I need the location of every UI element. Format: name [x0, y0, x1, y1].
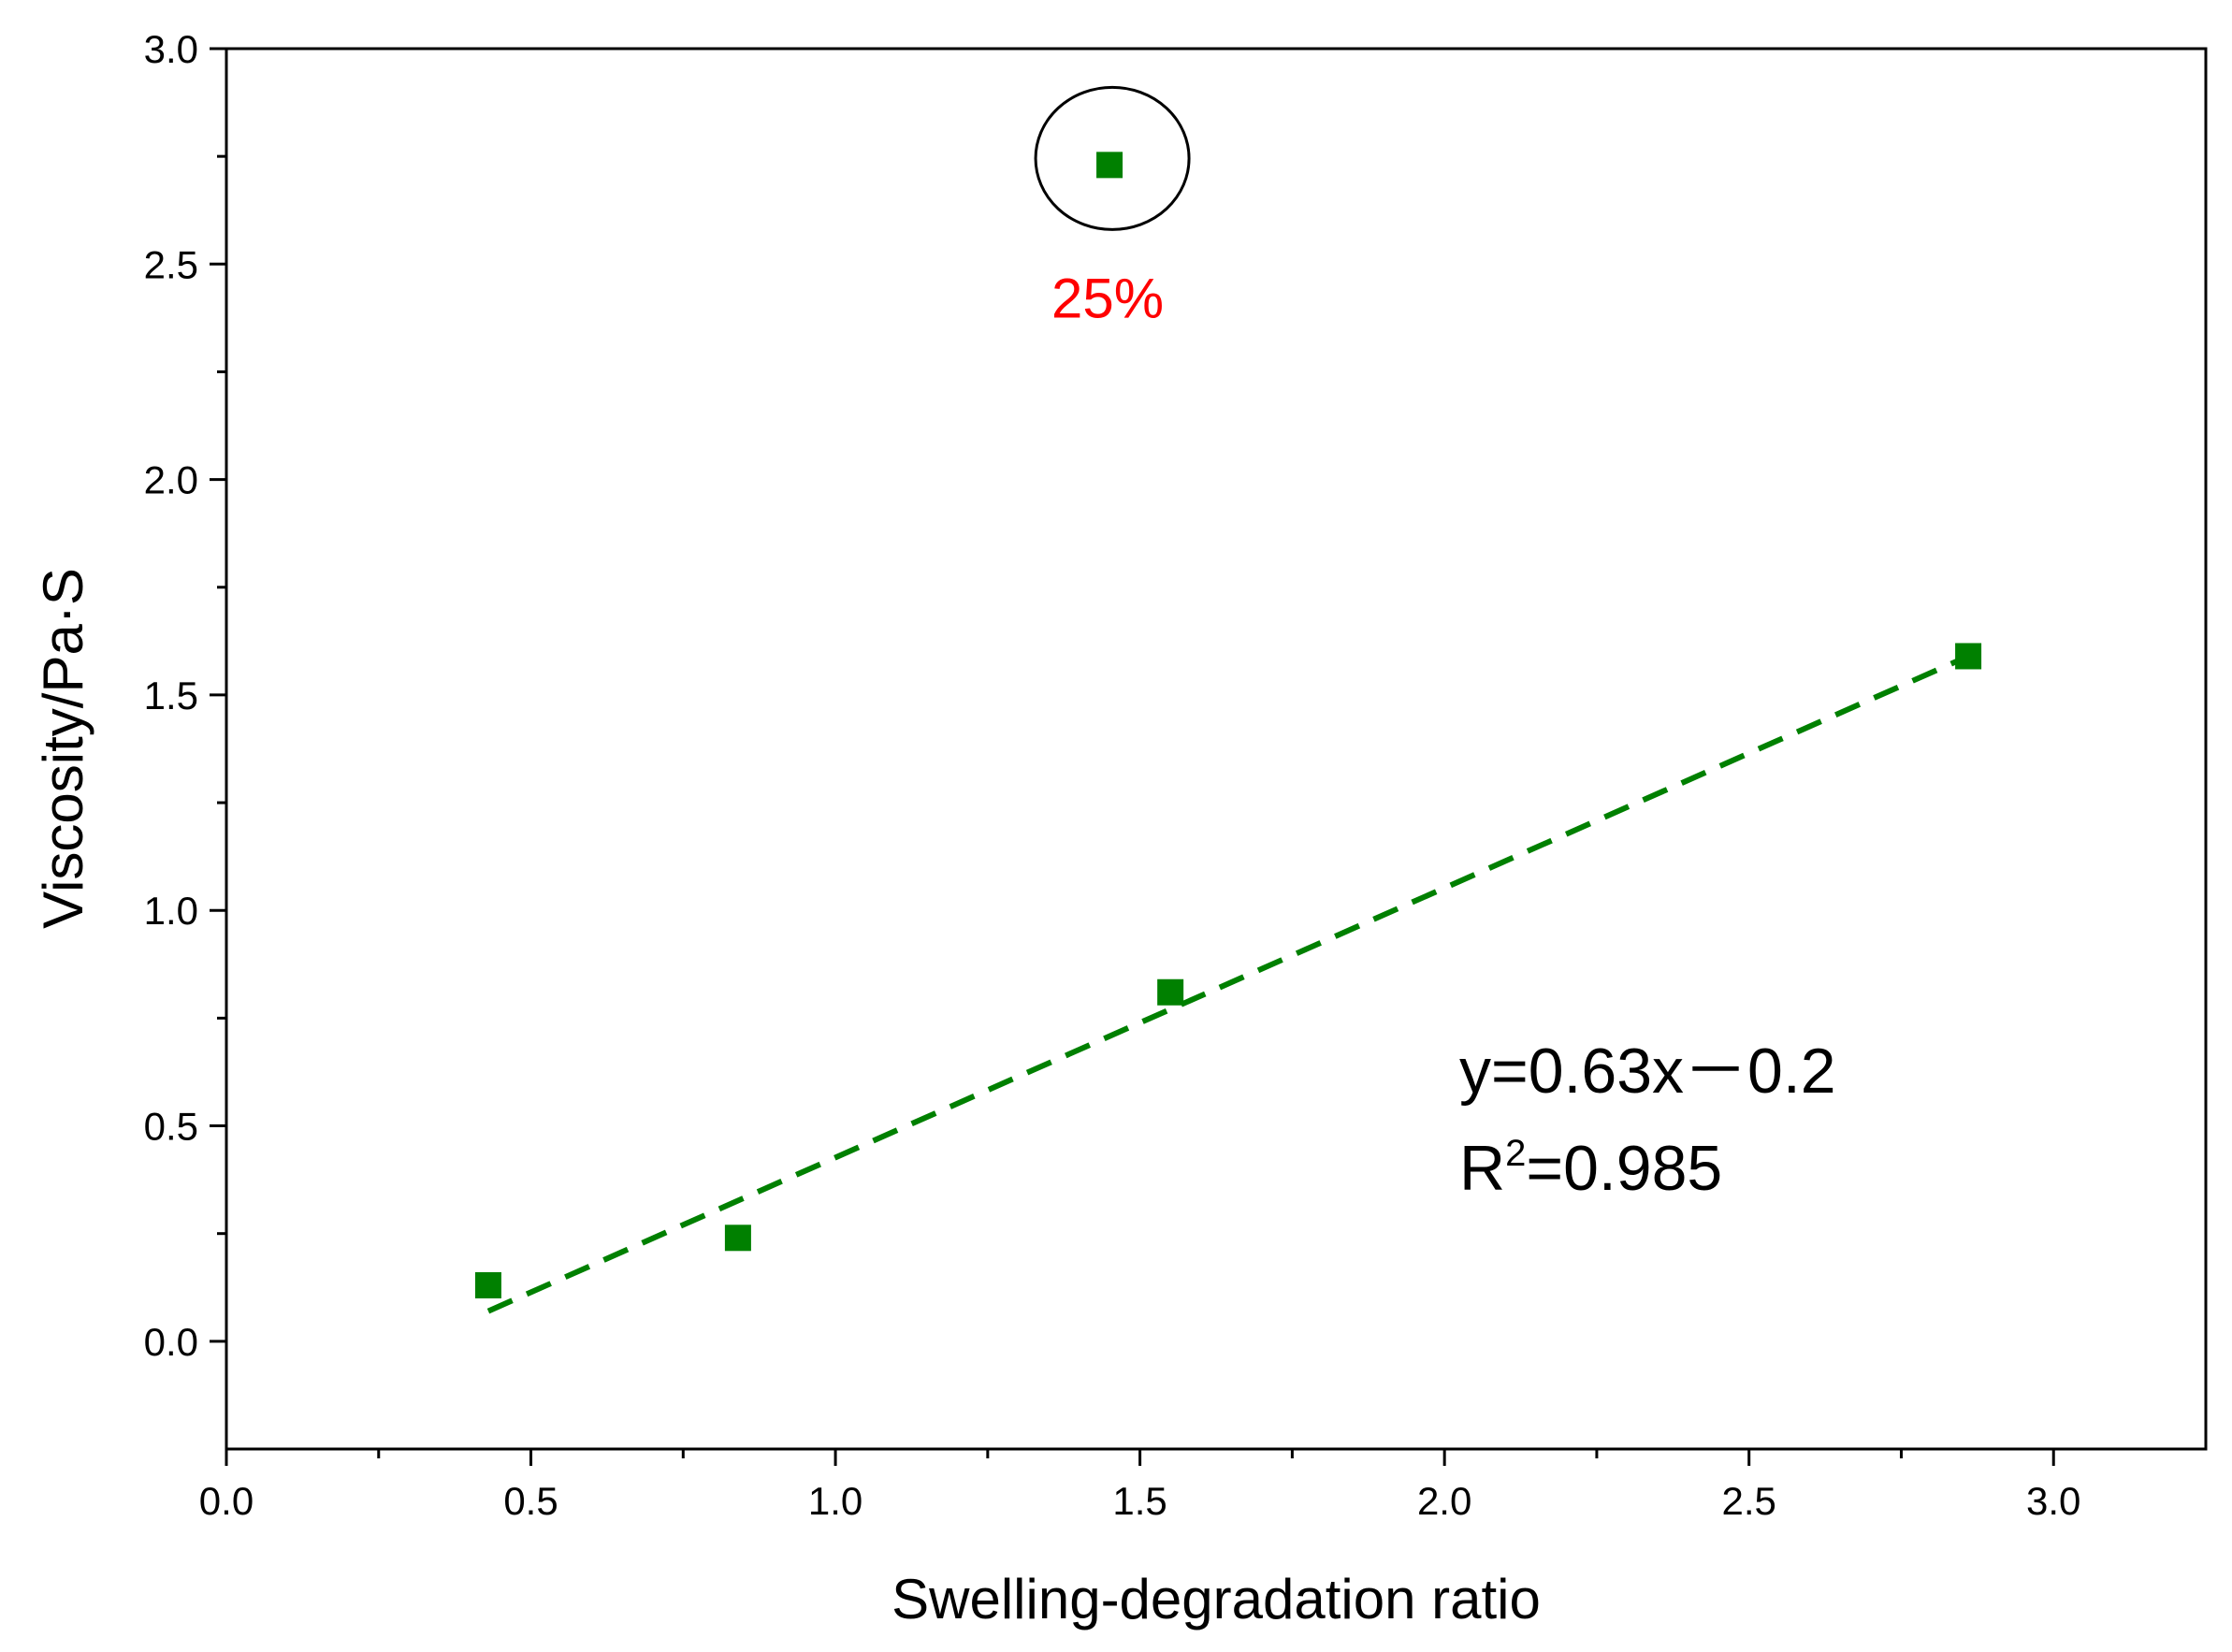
- x-tick-label: 0.0: [199, 1479, 254, 1523]
- x-tick-label: 1.5: [1112, 1479, 1167, 1523]
- r-squared-r: R: [1459, 1133, 1505, 1204]
- y-tick-label: 3.0: [144, 27, 198, 71]
- x-tick-label: 0.5: [503, 1479, 558, 1523]
- data-point: [474, 1271, 501, 1298]
- outlier-circle: [1034, 85, 1191, 231]
- y-axis-title: Viscosity/Pa·S: [32, 568, 94, 929]
- x-tick-label: 3.0: [2026, 1479, 2080, 1523]
- plot-frame: [225, 47, 2208, 1451]
- data-point: [1096, 152, 1123, 179]
- y-tick-label: 1.0: [144, 889, 198, 933]
- data-point: [1157, 978, 1184, 1006]
- r-squared-superscript: 2: [1505, 1133, 1526, 1174]
- x-tick-label: 1.0: [808, 1479, 862, 1523]
- y-tick-label: 0.5: [144, 1105, 198, 1149]
- r-squared-value: =0.985: [1526, 1133, 1722, 1204]
- outlier-label: 25%: [1051, 267, 1164, 329]
- data-points: [474, 152, 1982, 1298]
- data-point: [1955, 643, 1982, 670]
- x-tick-label: 2.5: [1721, 1479, 1775, 1523]
- y-tick-label: 2.0: [144, 458, 198, 502]
- axis-ticks: 0.0 0.5 1.0 1.5 2.0 2.5 3.0 0.0 0.5 1.0 1.5 2.0 2.5 3…: [144, 27, 2081, 1523]
- y-tick-label: 2.5: [144, 242, 198, 286]
- regression-equation: y=0.63x－0.2: [1459, 1036, 1836, 1107]
- x-tick-label: 2.0: [1417, 1479, 1471, 1523]
- y-tick-label: 0.0: [144, 1320, 198, 1364]
- r-squared: R2=0.985: [1459, 1133, 1722, 1204]
- annotation-layer: 25%: [1034, 85, 1191, 329]
- data-point: [724, 1225, 751, 1252]
- fit-line: [486, 653, 1970, 1314]
- fit-line-layer: [486, 653, 1970, 1314]
- x-axis-title: Swelling-degradation ratio: [891, 1568, 1541, 1630]
- y-tick-label: 1.5: [144, 674, 198, 717]
